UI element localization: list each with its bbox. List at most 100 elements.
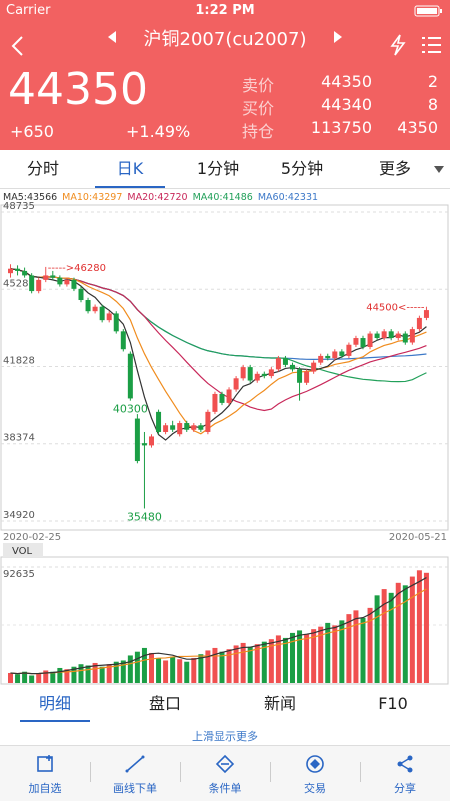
candle-body [402,333,408,343]
volume-bar [388,592,394,683]
candle-body [120,331,126,350]
price-annotation: 35480 [127,510,162,523]
toolbar-button[interactable]: 分享 [360,746,450,800]
candle-body [318,355,324,363]
detail-tab[interactable]: 新闻 [263,694,296,713]
volume-bar [402,585,408,683]
candle-body [423,310,429,318]
candle-body [346,344,352,356]
candle-body [261,373,267,377]
candle-body [360,338,366,347]
candle-body [78,288,84,301]
volume-bar [15,674,21,683]
volume-bar [29,675,35,683]
volume-bar [282,637,288,683]
battery [414,5,442,17]
ma-line [10,268,427,441]
price-annotation: 44500<----- [366,303,425,314]
volume-bar [318,626,324,683]
prev-button[interactable] [106,30,118,44]
divider [0,188,450,189]
volume-bar [233,645,239,683]
candle-body [395,333,401,339]
y-tick-label: 34920 [3,510,35,521]
toolbar-icon [37,755,53,772]
quote-label: 持仓 [242,122,275,141]
volume-ma [10,577,427,675]
volume-bar [127,655,133,683]
candle-body [170,425,176,430]
volume-bar [311,629,317,683]
volume-bar [149,652,154,683]
volume-bar [367,607,373,683]
candle-body [127,353,133,399]
ma-legend-item: MA20:42720 [127,192,188,203]
menu-icon[interactable] [422,36,442,54]
candle-body [43,275,49,280]
volume-bar [247,646,253,683]
candle-body [212,393,218,412]
volume-bar [163,660,169,683]
detail-tab[interactable]: 盘口 [148,694,181,713]
volume-bar [78,664,84,683]
price-frame [0,204,449,531]
detail-tab[interactable]: 明细 [20,686,90,722]
period-tab[interactable]: 1分钟 [196,159,240,178]
volume-bar [205,650,211,683]
candle-body [71,279,77,289]
volume-bar [36,672,42,683]
volume-bar [409,576,415,683]
volume-bar [120,660,126,683]
volume-bar [8,672,13,683]
toolbar-button[interactable]: 加自选 [0,746,90,800]
toolbar-label: 画线下单 [113,782,157,795]
dropdown-arrow [434,166,444,173]
candle-body [57,277,63,285]
volume-bar [106,664,112,683]
candle-body [177,423,183,435]
back-button[interactable] [8,34,28,58]
candle-body [339,351,345,356]
candle-body [367,333,373,347]
quote-label: 卖价 [242,76,275,95]
y-tick-label: 45281 [3,278,35,289]
volume-bar [240,642,246,683]
candle-body [325,355,331,359]
candle-body [198,425,204,430]
toolbar-button[interactable]: 交易 [270,746,360,800]
detail-tab[interactable]: F10 [378,694,408,713]
carrier: Carrier [6,3,51,18]
ma-legend-item: MA60:42331 [257,192,319,203]
volume-bar [64,669,70,683]
period-tab[interactable]: 更多 [378,159,411,178]
candle-body [233,378,239,390]
ma-legend-item: MA40:41486 [192,192,253,203]
candle-body [240,367,246,379]
quote-value: 113750 [310,118,372,137]
candle-body [156,411,162,432]
period-tab[interactable]: 5分钟 [280,159,324,178]
toolbar-separator [360,762,361,782]
volume-bar [141,647,147,683]
next-button[interactable] [332,30,344,44]
vol-badge [3,543,43,557]
ma-legend-item: MA10:43297 [62,192,123,203]
candle-body [163,425,169,432]
period-tab[interactable]: 分时 [26,159,59,178]
quote-volume: 8 [427,95,438,114]
candle-body [388,331,394,339]
candle-body [290,364,295,370]
toolbar-button[interactable]: 条件单 [180,746,270,800]
flash-icon[interactable] [388,34,408,56]
candle-body [113,313,119,332]
candle-body [268,369,274,377]
ma-legend-item: MA5:43566 [3,192,58,203]
period-tab[interactable]: 日K [95,150,165,188]
quote-volume: 2 [427,72,438,91]
volume-bar [219,651,225,683]
candle-body [205,411,211,432]
quote-value: 44340 [321,95,372,114]
candle-body [304,371,310,383]
toolbar-button[interactable]: 画线下单 [90,746,180,800]
ma-legend: MA5:43566 MA10:43297 MA20:42720 MA40:41486 M… [3,192,323,203]
